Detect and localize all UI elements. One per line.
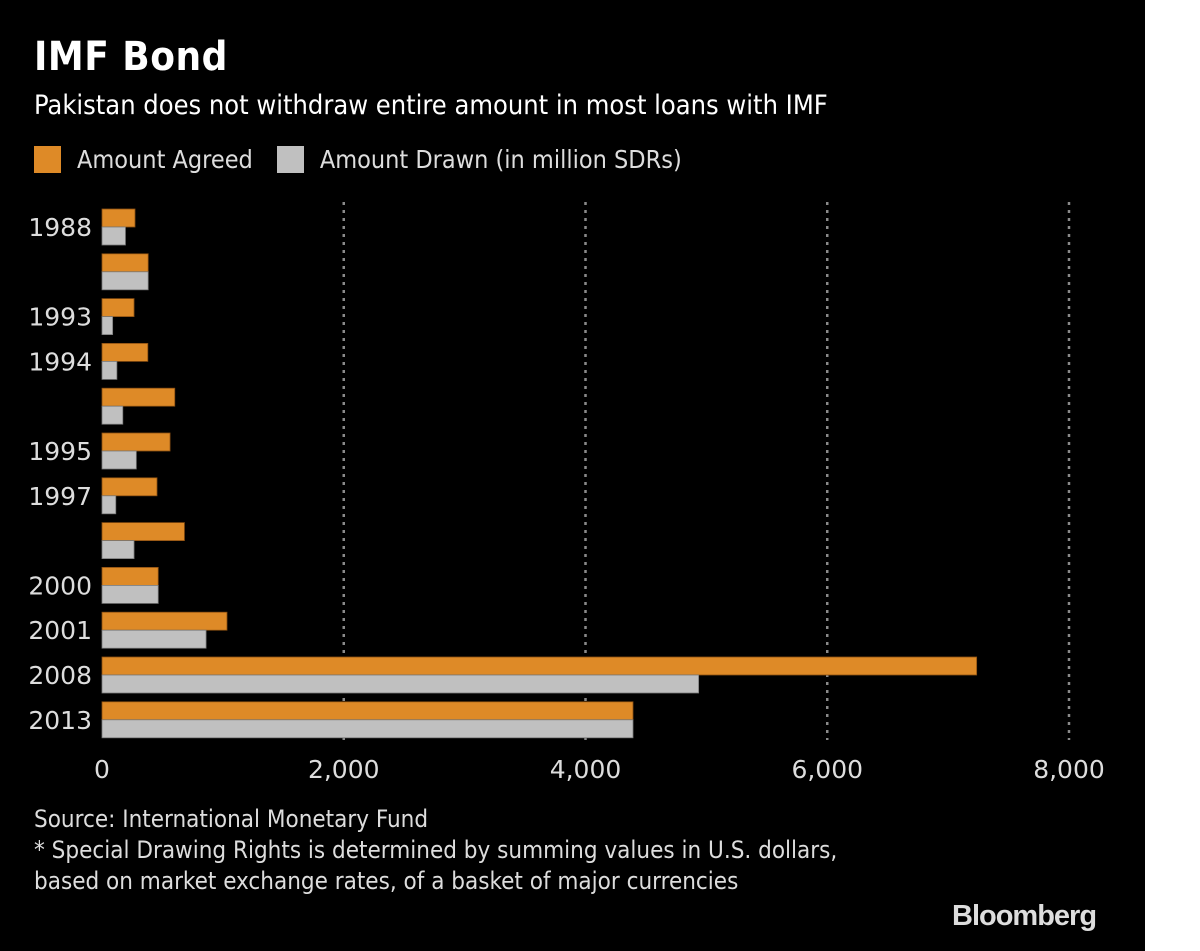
bar-drawn [101, 316, 114, 335]
y-tick-label: 1994 [28, 347, 92, 376]
y-tick-label: 2000 [28, 571, 92, 600]
bar-agreed [101, 566, 159, 586]
x-tick-label: 0 [94, 755, 110, 784]
bar-agreed [101, 522, 185, 542]
legend-label-drawn: Amount Drawn (in million SDRs) [319, 145, 682, 174]
bar-drawn [101, 674, 700, 694]
bar-agreed [101, 253, 149, 273]
bar-agreed [101, 701, 634, 721]
bloomberg-logo: Bloomberg [952, 900, 1097, 932]
legend: Amount Agreed Amount Drawn (in million S… [34, 145, 706, 174]
chart-card: IMF Bond Pakistan does not withdraw enti… [0, 0, 1145, 951]
chart-subtitle: Pakistan does not withdraw entire amount… [34, 90, 828, 121]
chart-title: IMF Bond [34, 34, 228, 80]
bar-agreed [101, 656, 978, 676]
bar-drawn [101, 360, 118, 380]
bar-drawn [101, 719, 634, 739]
bar-agreed [101, 477, 158, 497]
legend-swatch-drawn [276, 146, 304, 173]
legend-swatch-agreed [34, 146, 61, 173]
bar-agreed [101, 611, 228, 631]
bar-drawn [101, 226, 126, 246]
source-text: Source: International Monetary Fund [34, 805, 429, 833]
y-tick-label: 2001 [28, 616, 92, 645]
bar-agreed [101, 387, 176, 407]
y-tick-label: 2013 [28, 706, 92, 735]
y-tick-label: 1995 [28, 437, 92, 466]
x-tick-label: 8,000 [1033, 755, 1105, 784]
bar-drawn [101, 450, 137, 470]
bar-drawn [101, 629, 207, 649]
bar-drawn [101, 271, 149, 291]
legend-item-agreed: Amount Agreed [34, 145, 253, 174]
y-tick-label: 1988 [28, 213, 92, 242]
x-tick-label: 4,000 [550, 755, 622, 784]
bar-drawn [101, 540, 135, 560]
y-tick-label: 1997 [28, 482, 92, 511]
legend-item-drawn: Amount Drawn (in million SDRs) [276, 145, 682, 174]
footnote-text: * Special Drawing Rights is determined b… [34, 836, 838, 895]
y-tick-label: 1993 [28, 303, 92, 332]
x-tick-label: 2,000 [308, 755, 380, 784]
y-tick-label: 2008 [28, 661, 92, 690]
bar-drawn [101, 584, 159, 604]
bar-drawn [101, 495, 117, 515]
bar-agreed [101, 432, 171, 452]
bar-agreed [101, 208, 136, 228]
legend-label-agreed: Amount Agreed [77, 145, 253, 174]
bar-agreed [101, 342, 149, 362]
bar-agreed [101, 298, 135, 317]
bar-drawn [101, 405, 124, 425]
footer: Source: International Monetary Fund * Sp… [34, 804, 874, 897]
x-tick-label: 6,000 [791, 755, 863, 784]
